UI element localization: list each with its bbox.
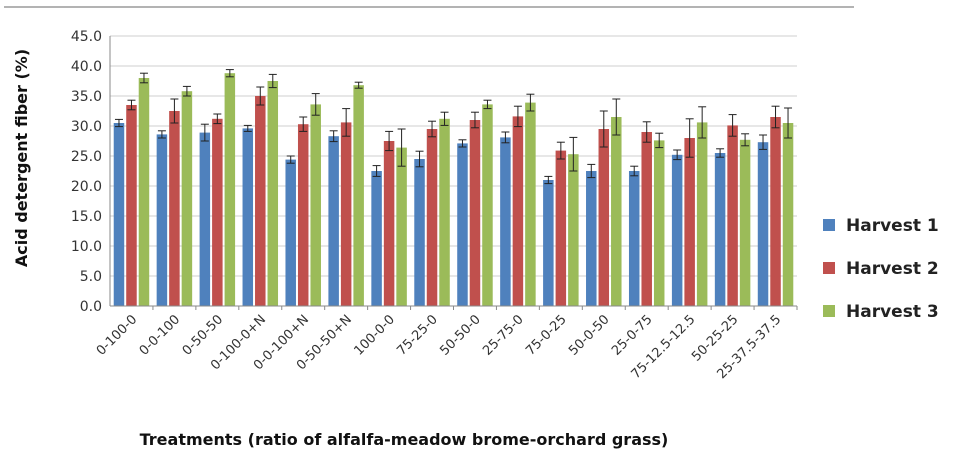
bar-harvest-3	[138, 78, 150, 306]
y-tick-label: 5.0	[80, 269, 102, 285]
bar-harvest-2	[340, 122, 352, 307]
bar-harvest-2	[512, 116, 524, 307]
bar-harvest-3	[739, 139, 751, 306]
bar-harvest-1	[586, 171, 597, 306]
legend-label: Harvest 3	[846, 302, 939, 322]
legend-swatch	[823, 305, 835, 317]
bar-harvest-3	[267, 81, 279, 306]
bar-harvest-1	[414, 159, 425, 306]
bar-harvest-3	[782, 123, 794, 306]
x-axis-title: Treatments (ratio of alfalfa-meadow brom…	[140, 430, 669, 449]
legend: Harvest 1 Harvest 2 Harvest 3	[823, 216, 939, 322]
bar-harvest-1	[156, 134, 168, 306]
y-axis-title: Acid detergent fiber (%)	[12, 49, 31, 267]
x-tick-label: 0-0-100	[137, 312, 183, 358]
bar-harvest-2	[426, 129, 438, 306]
bar-harvest-1	[371, 171, 382, 306]
bar-harvest-2	[770, 117, 781, 306]
x-tick-label: 50-0-50	[566, 312, 612, 358]
bar-harvest-2	[212, 118, 223, 306]
bar-harvest-1	[671, 154, 683, 306]
legend-swatch	[823, 219, 835, 231]
y-tick-label: 15.0	[71, 209, 102, 225]
bar-harvest-3	[611, 117, 622, 306]
bar-harvest-3	[181, 91, 193, 306]
legend-swatch	[823, 262, 835, 274]
bar-harvest-3	[653, 140, 665, 306]
bar-harvest-2	[555, 150, 567, 306]
bar-harvest-2	[126, 105, 137, 306]
x-tick-label: 75-0-25	[523, 312, 569, 358]
x-tick-label: 0-100-0	[94, 312, 140, 358]
y-tick-label: 30.0	[71, 119, 102, 135]
bar-harvest-1	[328, 136, 339, 306]
bar-harvest-1	[500, 137, 511, 306]
x-tick-label: 50-50-0	[437, 312, 483, 358]
y-tick-label: 25.0	[71, 149, 102, 165]
bar-harvest-2	[255, 96, 266, 306]
bar-harvest-3	[696, 122, 708, 307]
bar-harvest-1	[543, 180, 554, 306]
bar-harvest-1	[285, 159, 296, 306]
bar-harvest-1	[714, 153, 726, 306]
bar-harvest-2	[684, 138, 695, 306]
bar-harvest-2	[598, 129, 610, 306]
bar-harvest-1	[757, 142, 769, 306]
x-tick-label: 25-75-0	[480, 312, 526, 358]
x-tick-label: 100-0-0	[351, 312, 397, 358]
bar-harvest-2	[169, 111, 180, 306]
y-tick-label: 35.0	[71, 89, 102, 105]
bar-harvest-3	[568, 154, 579, 306]
bar-harvest-3	[310, 104, 321, 307]
bar-harvest-2	[469, 120, 481, 306]
bar-harvest-3	[525, 102, 536, 306]
bar-harvest-1	[113, 123, 125, 306]
legend-label: Harvest 1	[846, 216, 939, 236]
bar-harvest-1	[457, 143, 468, 306]
bars	[113, 73, 794, 307]
y-tick-label: 0.0	[80, 299, 102, 315]
legend-label: Harvest 2	[846, 259, 939, 279]
bar-harvest-2	[383, 141, 395, 306]
y-tick-label: 45.0	[71, 29, 102, 45]
bar-harvest-1	[628, 171, 640, 306]
bar-harvest-3	[353, 85, 364, 306]
bar-harvest-1	[242, 128, 254, 306]
bar-harvest-3	[439, 118, 450, 306]
bar-harvest-3	[482, 104, 493, 307]
bar-harvest-1	[199, 132, 211, 306]
y-tick-label: 40.0	[71, 59, 102, 75]
error-bars	[114, 69, 793, 185]
y-tick-label: 10.0	[71, 239, 102, 255]
bar-harvest-2	[641, 132, 652, 306]
x-tick-label: 75-25-0	[394, 312, 440, 358]
bar-harvest-2	[297, 124, 309, 306]
y-tick-label: 20.0	[71, 179, 102, 195]
bar-harvest-2	[727, 125, 738, 307]
bar-harvest-3	[396, 147, 407, 306]
bar-harvest-3	[224, 73, 236, 306]
